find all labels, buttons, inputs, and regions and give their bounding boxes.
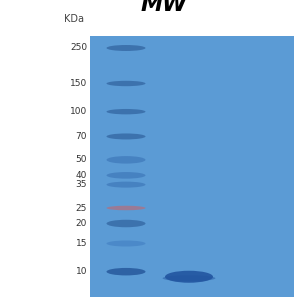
Text: 250: 250	[70, 44, 87, 52]
Ellipse shape	[106, 109, 146, 114]
Text: 40: 40	[76, 171, 87, 180]
Ellipse shape	[106, 220, 146, 227]
Text: 150: 150	[70, 79, 87, 88]
Ellipse shape	[106, 172, 146, 178]
Ellipse shape	[106, 241, 146, 247]
Ellipse shape	[106, 182, 146, 188]
Ellipse shape	[106, 268, 146, 275]
Text: MW: MW	[141, 0, 188, 15]
Ellipse shape	[163, 275, 215, 281]
Ellipse shape	[106, 156, 146, 164]
Text: 10: 10	[76, 267, 87, 276]
Text: 20: 20	[76, 219, 87, 228]
Text: 15: 15	[76, 239, 87, 248]
Ellipse shape	[106, 45, 146, 51]
Text: 35: 35	[76, 180, 87, 189]
Text: KDa: KDa	[64, 14, 84, 24]
Bar	[90, 36, 294, 297]
Ellipse shape	[165, 271, 213, 283]
Text: 70: 70	[76, 132, 87, 141]
Text: 100: 100	[70, 107, 87, 116]
Text: 50: 50	[76, 155, 87, 164]
Ellipse shape	[106, 81, 146, 86]
Ellipse shape	[106, 134, 146, 140]
Ellipse shape	[106, 206, 146, 210]
Text: 25: 25	[76, 203, 87, 212]
